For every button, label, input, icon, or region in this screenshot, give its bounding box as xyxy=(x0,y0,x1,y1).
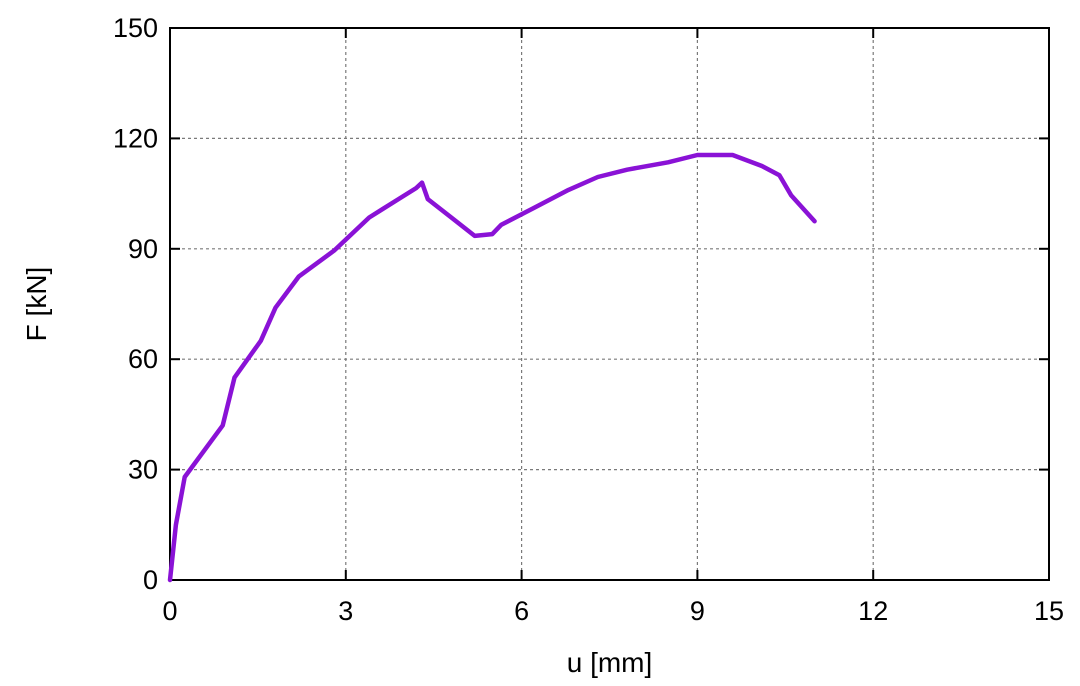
y-tick-label: 150 xyxy=(113,13,158,43)
x-tick-label: 6 xyxy=(514,596,529,626)
x-tick-label: 0 xyxy=(162,596,177,626)
y-tick-label: 30 xyxy=(128,455,158,485)
y-tick-label: 0 xyxy=(143,565,158,595)
y-tick-label: 90 xyxy=(128,234,158,264)
tick-marks xyxy=(169,27,1050,581)
series-line-0 xyxy=(167,152,817,583)
y-axis-label: F [kN] xyxy=(21,267,52,342)
grid-lines xyxy=(170,28,1049,580)
y-tick-label: 60 xyxy=(128,344,158,374)
x-axis-label: u [mm] xyxy=(567,647,653,678)
series-layer xyxy=(167,152,817,583)
x-tick-label: 9 xyxy=(690,596,705,626)
plot-area-frame xyxy=(169,27,1050,581)
x-tick-label: 12 xyxy=(858,596,888,626)
y-tick-label: 120 xyxy=(113,123,158,153)
x-tick-label: 15 xyxy=(1034,596,1064,626)
x-tick-label: 3 xyxy=(338,596,353,626)
